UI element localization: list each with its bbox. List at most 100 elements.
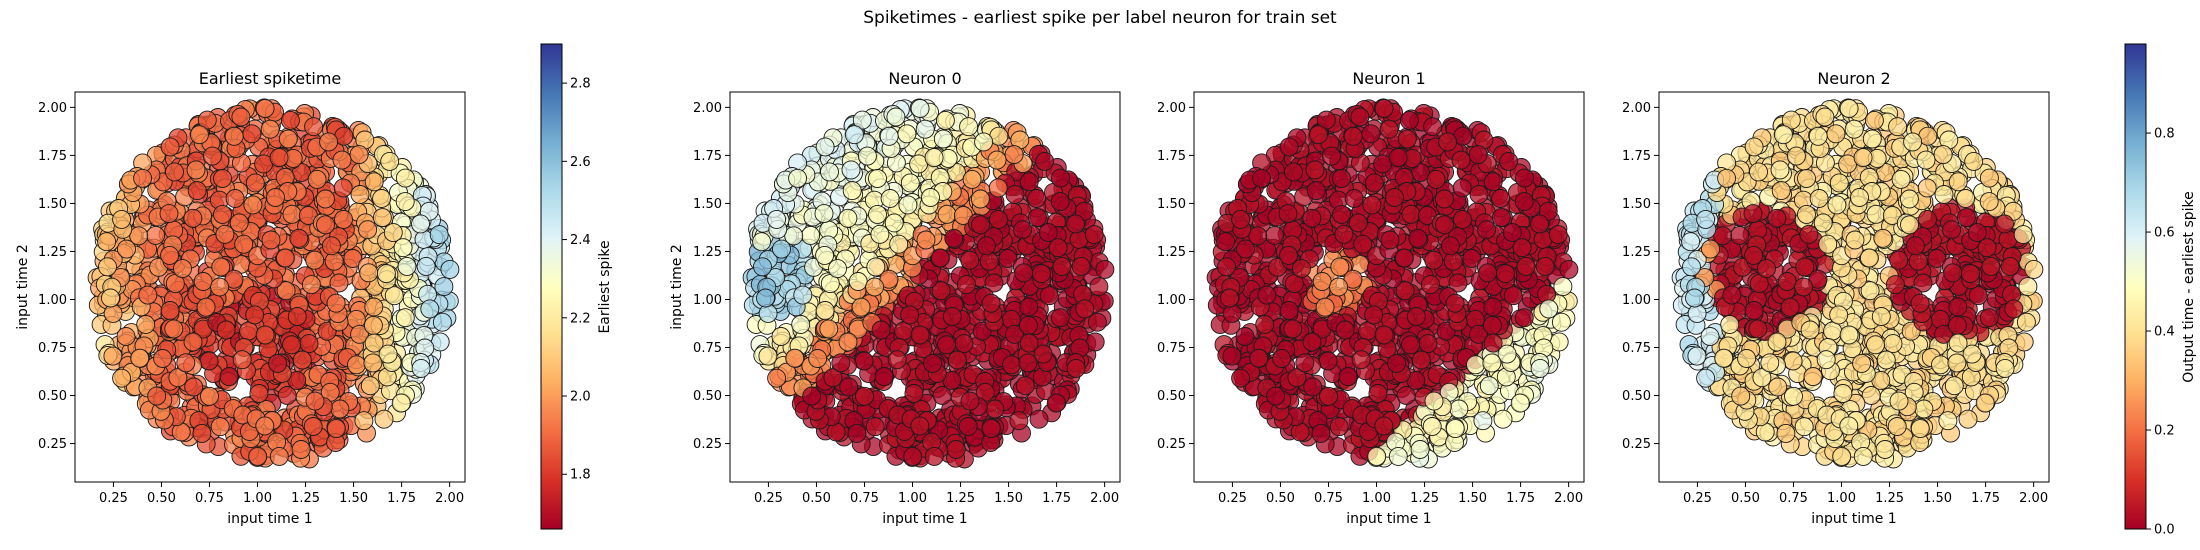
x-tick-label: 1.50 [339, 491, 368, 506]
scatter-point [954, 334, 974, 354]
scatter-point [103, 303, 123, 323]
scatter-point [184, 377, 204, 397]
scatter-points [742, 98, 1115, 469]
scatter-point [305, 250, 325, 270]
x-axis-label: input time 1 [882, 511, 967, 527]
scatter-point [224, 269, 244, 289]
scatter-point [1473, 411, 1493, 431]
scatter-point [1559, 259, 1579, 279]
scatter-point [870, 224, 890, 244]
scatter-point [1483, 297, 1503, 317]
scatter-point [1004, 145, 1024, 165]
scatter-point [1551, 312, 1571, 332]
scatter-point [289, 228, 309, 248]
scatter-point [213, 169, 232, 188]
scatter-point [1462, 249, 1482, 268]
scatter-point [416, 256, 436, 276]
scatter-point [211, 257, 231, 277]
scatter-point [1368, 384, 1388, 403]
scatter-point [1319, 386, 1338, 406]
scatter-point [224, 126, 244, 146]
scatter-point [1553, 277, 1573, 297]
colorbar-tick-label: 2.4 [570, 233, 591, 248]
scatter-point [307, 169, 327, 189]
scatter-point [232, 350, 252, 370]
scatter-point [1295, 353, 1315, 373]
scatter-point [987, 150, 1007, 170]
scatter-point [756, 288, 775, 308]
scatter-point [260, 119, 280, 139]
scatter-point [1095, 259, 1115, 279]
scatter-point [930, 248, 950, 268]
scatter-point [801, 225, 821, 245]
x-tick-label: 1.25 [946, 491, 975, 506]
scatter-point [186, 160, 206, 180]
scatter-point [354, 411, 374, 431]
scatter-point [1343, 126, 1363, 146]
scatter-point [1318, 351, 1338, 371]
scatter-point [1315, 297, 1335, 317]
panel-title: Neuron 1 [1352, 69, 1425, 88]
scatter-point [1330, 257, 1350, 277]
scatter-point [1440, 236, 1460, 256]
y-ticks: 0.250.500.751.001.251.501.752.00 [1157, 101, 1194, 452]
x-tick-label: 0.25 [1218, 491, 1247, 506]
scatter-point [784, 226, 804, 246]
scatter-point [815, 245, 835, 265]
scatter-point [1272, 349, 1292, 368]
scatter-point [1502, 223, 1522, 243]
scatter-point [815, 301, 835, 320]
scatter-point [133, 168, 153, 188]
scatter-point [255, 325, 275, 345]
scatter-point [1321, 146, 1341, 166]
scatter-point [200, 386, 219, 406]
scatter-point [1539, 299, 1559, 319]
scatter-point [758, 303, 778, 323]
scatter-point [886, 107, 906, 127]
scatter-point [904, 384, 924, 403]
y-tick-label: 0.75 [38, 341, 67, 356]
scatter-point [921, 188, 940, 207]
scatter-point [1089, 277, 1109, 297]
scatter-point [1039, 286, 1059, 306]
scatter-point [959, 117, 979, 137]
x-tick-label: 0.50 [1266, 491, 1295, 506]
x-tick-label: 1.75 [1506, 491, 1535, 506]
scatter-point [887, 350, 907, 370]
scatter-point [910, 99, 930, 118]
scatter-point [1031, 264, 1051, 284]
scatter-point [1306, 181, 1326, 201]
scatter-point [1027, 208, 1047, 228]
scatter-point [808, 349, 828, 368]
scatter-point [1302, 332, 1322, 352]
scatter-point [1422, 417, 1442, 436]
y-tick-label: 1.25 [1157, 245, 1186, 260]
scatter-point [838, 208, 858, 228]
scatter-point [358, 220, 378, 240]
scatter-point [1410, 440, 1430, 459]
scatter-point [1027, 189, 1047, 208]
y-ticks: 0.250.500.751.001.251.501.752.00 [38, 101, 75, 452]
scatter-point [819, 319, 839, 339]
scatter-point [1418, 334, 1438, 354]
colorbar-earliest-spike: 1.82.02.22.42.62.8 Earliest spike [540, 43, 613, 530]
y-tick-label: 2.00 [693, 101, 722, 116]
scatter-point [915, 119, 935, 139]
scatter-point [1358, 321, 1378, 341]
scatter-point [187, 181, 207, 201]
scatter-point [1050, 168, 1070, 188]
scatter-point [130, 348, 150, 368]
x-axis-label: input time 1 [1346, 511, 1431, 527]
scatter-point [326, 293, 346, 313]
y-axis-label: input time 2 [669, 244, 685, 329]
scatter-point [1334, 224, 1354, 244]
scatter-point [1033, 344, 1053, 364]
scatter-point [1374, 325, 1394, 345]
scatter-point [129, 226, 149, 246]
x-ticks: 0.25 0.50 0.75 1.00 1.25 1.50 1.75 2.00 [754, 482, 1119, 506]
scatter-point [213, 204, 232, 224]
x-tick-label: 2.00 [1090, 491, 1119, 506]
colorbar-tick-label: 2.0 [570, 390, 591, 405]
scatter-point [1478, 263, 1498, 283]
scatter-point [239, 321, 259, 341]
